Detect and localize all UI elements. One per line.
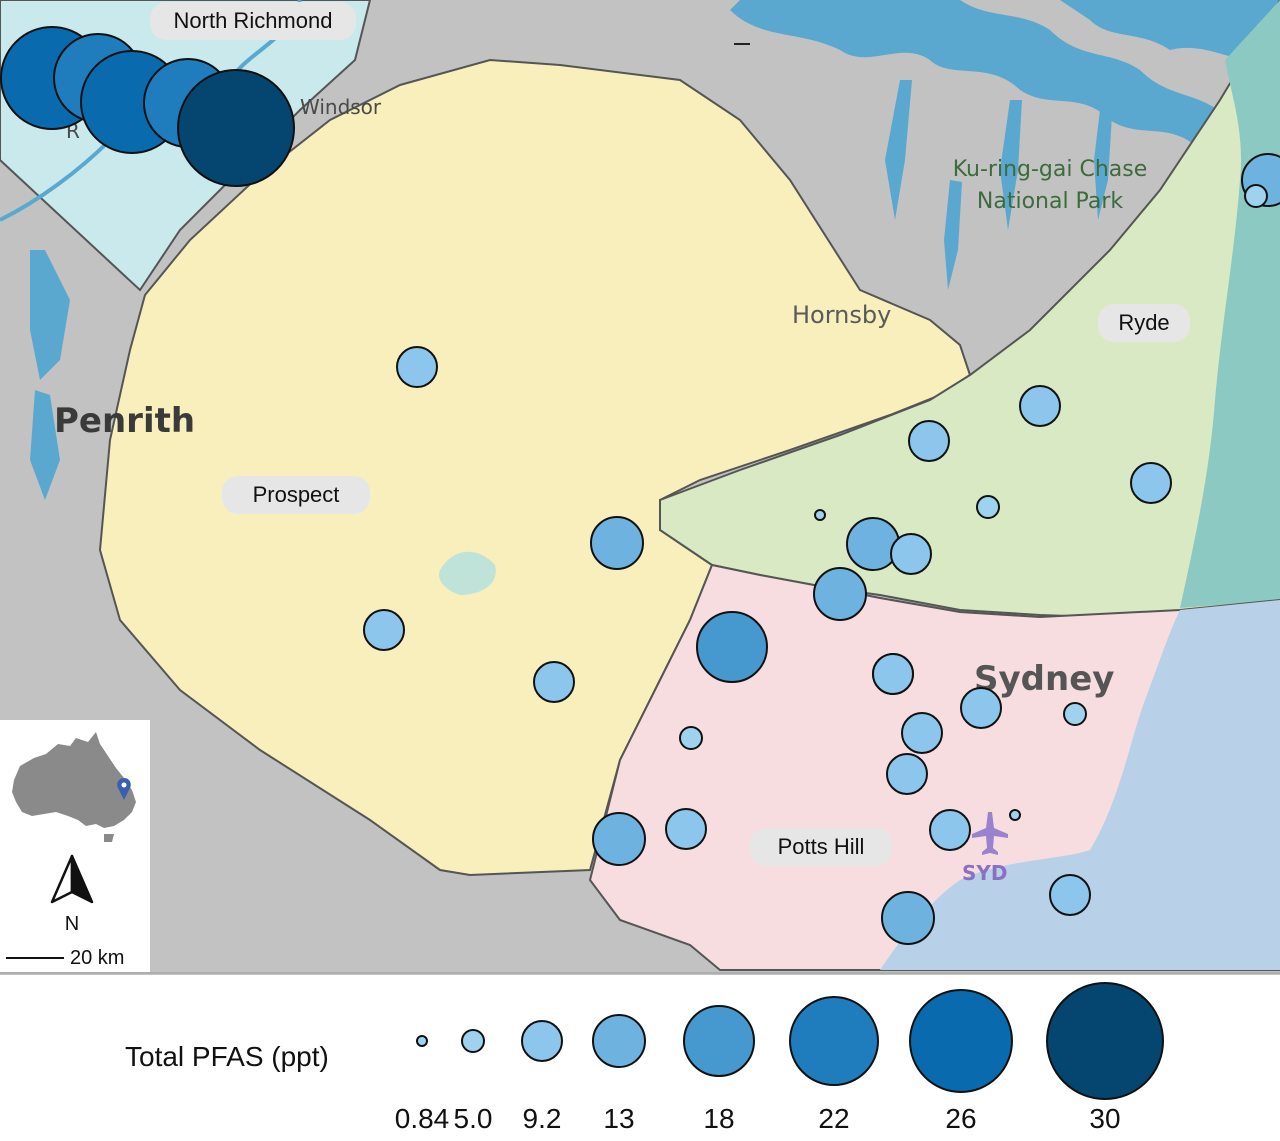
- legend-value-9.2: 9.2: [522, 1103, 562, 1134]
- sample-site-ryde-12: [908, 420, 950, 462]
- legend-value-22: 22: [818, 1103, 850, 1134]
- sample-site-potts_hill-32: [881, 891, 935, 945]
- location-pin-icon: [117, 778, 131, 800]
- sample-site-ryde-14: [976, 495, 1000, 519]
- legend-value-0.84: 0.84: [394, 1103, 450, 1134]
- place-national-park-line1: Ku-ring-gai Chase: [953, 157, 1148, 182]
- sample-site-ryde-16: [846, 517, 900, 571]
- legend-graphic: [416, 982, 1164, 1100]
- legend-value-26: 26: [945, 1103, 977, 1134]
- place-syd-airport: SYD: [962, 861, 1008, 885]
- sample-site-prospect-9: [533, 661, 575, 703]
- sample-site-potts_hill-25: [1063, 702, 1087, 726]
- place-hornsby: Hornsby: [792, 301, 891, 329]
- sample-site-potts_hill-26: [886, 753, 928, 795]
- legend-title: Total PFAS (ppt): [125, 1041, 329, 1072]
- sample-site-potts_hill-29: [929, 809, 971, 851]
- sample-site-potts_hill-24: [679, 726, 703, 750]
- north-arrow-icon: [50, 854, 94, 904]
- sample-site-prospect-7: [590, 516, 644, 570]
- sample-sites: [0, 26, 1280, 945]
- zone-label-north-richmond: North Richmond: [150, 2, 356, 40]
- legend-value-18: 18: [703, 1103, 735, 1134]
- ocean-east: [1180, 0, 1280, 608]
- ocean-south-east: [880, 600, 1280, 970]
- place-windsor: Windsor: [300, 95, 382, 119]
- inset-panel: N 20 km: [0, 720, 150, 972]
- north-label: N: [65, 913, 79, 935]
- place-penrith: Penrith: [54, 401, 195, 441]
- sample-site-north_richmond-5: [177, 69, 295, 187]
- legend-value-13: 13: [603, 1103, 635, 1134]
- sample-site-potts_hill-27: [1009, 809, 1021, 821]
- sample-site-potts_hill-22: [960, 687, 1002, 729]
- sample-site-potts_hill-21: [696, 611, 768, 683]
- zone-prospect: [98, 58, 972, 877]
- legend-circle-13: [592, 1014, 646, 1068]
- map-canvas: Windsor R Ku-ring-gai Chase National Par…: [0, 0, 1280, 975]
- scale-label: 20 km: [70, 947, 124, 969]
- legend-circle-26: [909, 989, 1013, 1093]
- sample-site-ryde-15: [1130, 462, 1172, 504]
- sample-site-ryde-13: [814, 509, 826, 521]
- legend-circle-9.2: [521, 1020, 563, 1062]
- prospect-reservoir: [439, 551, 496, 595]
- australia-outline: [12, 732, 136, 828]
- sample-site-potts_hill-33: [872, 653, 914, 695]
- tasmania: [104, 834, 114, 842]
- legend-value-30: 30: [1089, 1103, 1121, 1134]
- sample-site-prospect-6: [396, 346, 438, 388]
- zone-label-ryde: Ryde: [1098, 304, 1190, 342]
- inset-graphics: N 20 km: [6, 732, 136, 969]
- zone-label-potts-hill: Potts Hill: [750, 828, 892, 866]
- sample-site-potts_hill-28: [665, 808, 707, 850]
- sample-site-ryde-19: [1244, 184, 1268, 208]
- legend-value-5.0: 5.0: [453, 1103, 493, 1134]
- sample-site-ryde-11: [1019, 385, 1061, 427]
- zone-label-prospect: Prospect: [222, 476, 370, 514]
- place-sydney: Sydney: [974, 659, 1114, 699]
- sample-site-potts_hill-23: [901, 712, 943, 754]
- sample-site-ryde-17: [890, 533, 932, 575]
- airport-icon: [972, 812, 1008, 855]
- legend-circle-30: [1046, 982, 1164, 1100]
- sample-site-potts_hill-30: [592, 812, 646, 866]
- sample-site-ryde-18: [813, 567, 867, 621]
- sample-site-potts_hill-31: [1049, 874, 1091, 916]
- legend-circle-5.0: [461, 1029, 485, 1053]
- sample-site-prospect-8: [363, 609, 405, 651]
- place-national-park-line2: National Park: [977, 189, 1123, 214]
- legend-circle-0.84: [416, 1035, 428, 1047]
- legend-circle-22: [789, 996, 879, 1086]
- waterways: [30, 0, 1280, 500]
- legend-circle-18: [683, 1005, 755, 1077]
